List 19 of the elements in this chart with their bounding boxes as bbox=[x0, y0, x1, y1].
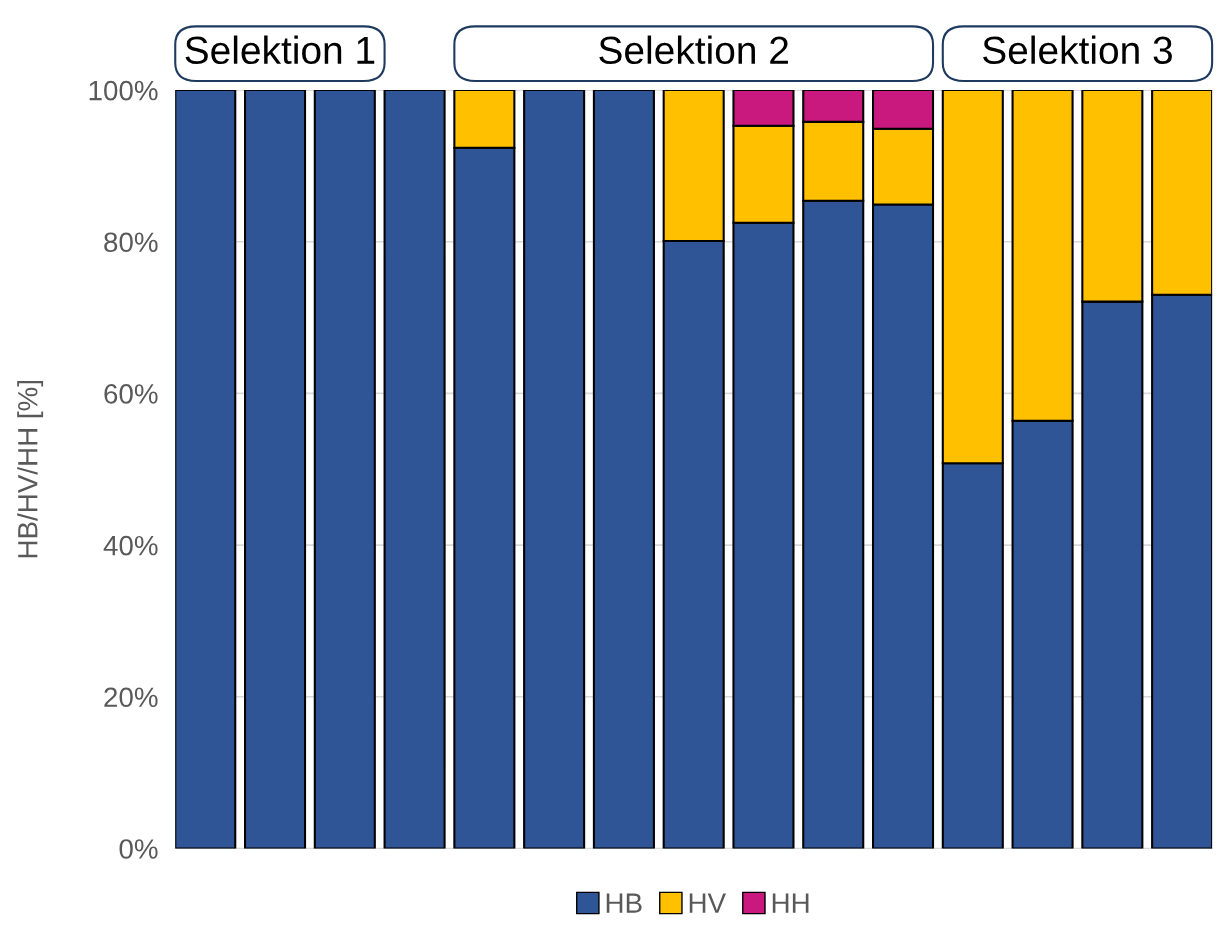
y-axis-title: HB/HV/HH [%] bbox=[17, 380, 44, 558]
bar bbox=[313, 90, 376, 849]
y-tick-label: 40% bbox=[103, 535, 158, 556]
bar bbox=[592, 90, 655, 849]
y-tick-label: 0% bbox=[119, 839, 158, 859]
legend-label: HV bbox=[689, 893, 726, 913]
bar bbox=[523, 90, 586, 849]
legend-label: HB bbox=[606, 893, 642, 913]
y-tick-label: 20% bbox=[104, 687, 158, 708]
y-tick-label: 80% bbox=[104, 232, 158, 253]
text: Selektion 1 bbox=[185, 35, 375, 65]
text: Selektion 2 bbox=[599, 35, 788, 65]
legend-label: HH bbox=[772, 893, 809, 913]
y-tick-label: 100% bbox=[89, 80, 158, 101]
bar bbox=[243, 90, 307, 849]
bar bbox=[175, 90, 237, 849]
text: Selektion 3 bbox=[983, 35, 1172, 65]
bar bbox=[383, 90, 446, 849]
y-tick-label: 60% bbox=[104, 384, 158, 404]
